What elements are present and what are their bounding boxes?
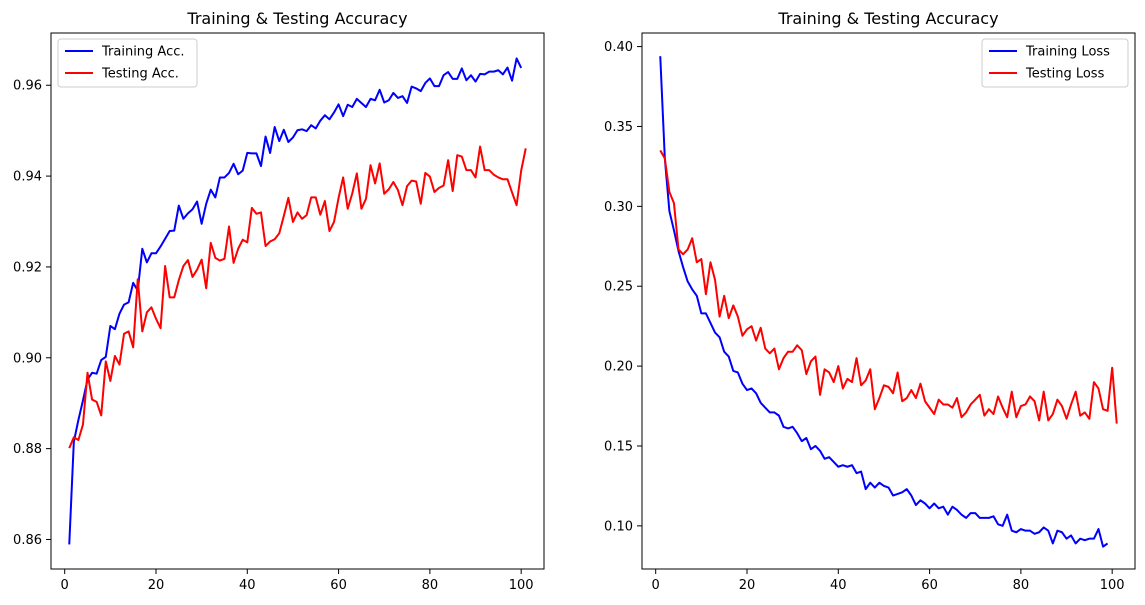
x-tick-label: 20 [739,578,756,593]
series-line-training-loss [659,56,1109,548]
y-tick-label: 0.35 [604,120,633,135]
loss-chart: Training & Testing Accuracy 0 20 40 60 80 100 0… [604,9,1136,593]
series-line-testing-loss [659,149,1118,424]
legend-label: Training Loss [1025,45,1110,60]
x-tick-label: 40 [830,578,847,593]
y-tick-label: 0.96 [13,79,42,94]
x-tick-label: 80 [422,578,439,593]
x-tick-label: 100 [509,578,534,593]
legend-label: Testing Loss [1025,67,1105,82]
legend-box [981,38,1129,88]
accuracy-chart: Training & Testing Accuracy 0 20 40 60 80 100 0… [13,9,545,593]
axes-frame [641,32,1136,570]
y-tick-label: 0.20 [604,360,633,375]
y-tick-label: 0.86 [13,533,42,548]
y-tick-label: 0.92 [13,260,42,275]
y-tick-label: 0.90 [13,351,42,366]
x-tick-label: 40 [239,578,256,593]
legend-label: Testing Acc. [101,67,179,82]
chart-title: Training & Testing Accuracy [186,9,407,28]
x-tick-label: 20 [148,578,165,593]
x-tick-label: 0 [61,578,69,593]
series-line-training-acc- [68,57,523,545]
series-line-testing-acc- [68,145,527,449]
x-tick-label: 60 [330,578,347,593]
y-tick-label: 0.88 [13,442,42,457]
y-tick-label: 0.94 [13,170,42,185]
axes-frame [50,32,545,570]
legend-label: Training Acc. [101,45,185,60]
legend: Training Acc. Testing Acc. [57,38,198,88]
y-tick-label: 0.30 [604,200,633,215]
y-tick-label: 0.15 [604,439,633,454]
x-tick-label: 0 [652,578,660,593]
x-tick-label: 60 [921,578,938,593]
chart-title: Training & Testing Accuracy [777,9,998,28]
y-tick-label: 0.25 [604,280,633,295]
x-tick-label: 80 [1013,578,1030,593]
x-tick-label: 100 [1100,578,1125,593]
y-tick-label: 0.10 [604,519,633,534]
y-tick-label: 0.40 [604,40,633,55]
legend: Training Loss Testing Loss [981,38,1129,88]
